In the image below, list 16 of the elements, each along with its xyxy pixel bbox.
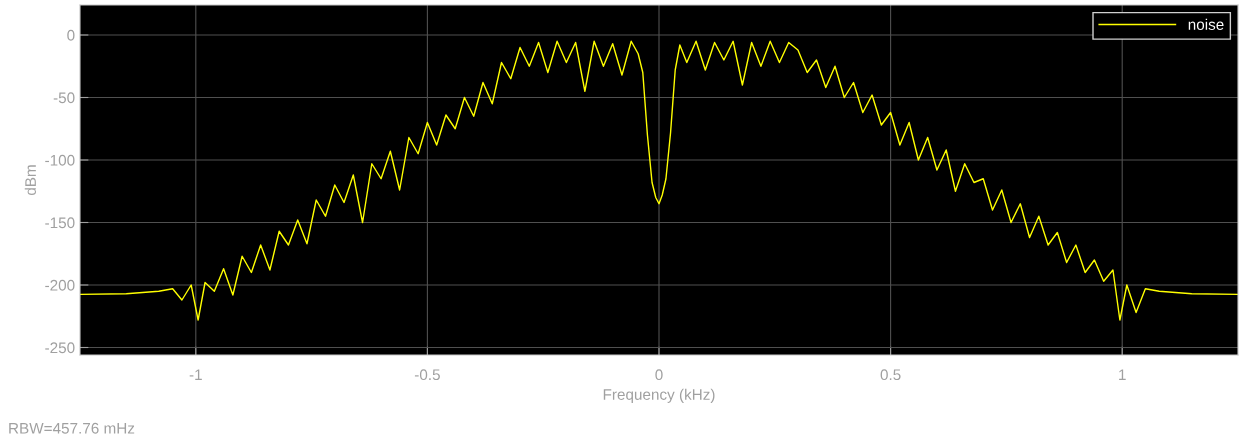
legend-label: noise — [1188, 18, 1224, 30]
text: RBW=457.76 mHz — [9, 422, 135, 434]
y-tick-label: 0 — [67, 29, 75, 41]
line-series — [80, 40, 1238, 321]
y-axis-title: dBm — [24, 165, 36, 196]
y-tick-label: -150 — [45, 217, 75, 229]
x-tick-label: -0.5 — [414, 369, 440, 381]
x-tick-label: 1 — [1119, 369, 1126, 380]
x-axis-title: Frequency (kHz) — [603, 388, 715, 403]
y-tick-label: -250 — [45, 342, 75, 354]
y-tick-label: -100 — [45, 154, 75, 166]
y-tick-label: -50 — [53, 92, 75, 104]
x-tick-label: -1 — [189, 369, 202, 380]
x-tick-label: 0.5 — [880, 369, 901, 381]
y-tick-label: -200 — [45, 279, 75, 291]
x-tick-label: 0 — [655, 369, 663, 381]
